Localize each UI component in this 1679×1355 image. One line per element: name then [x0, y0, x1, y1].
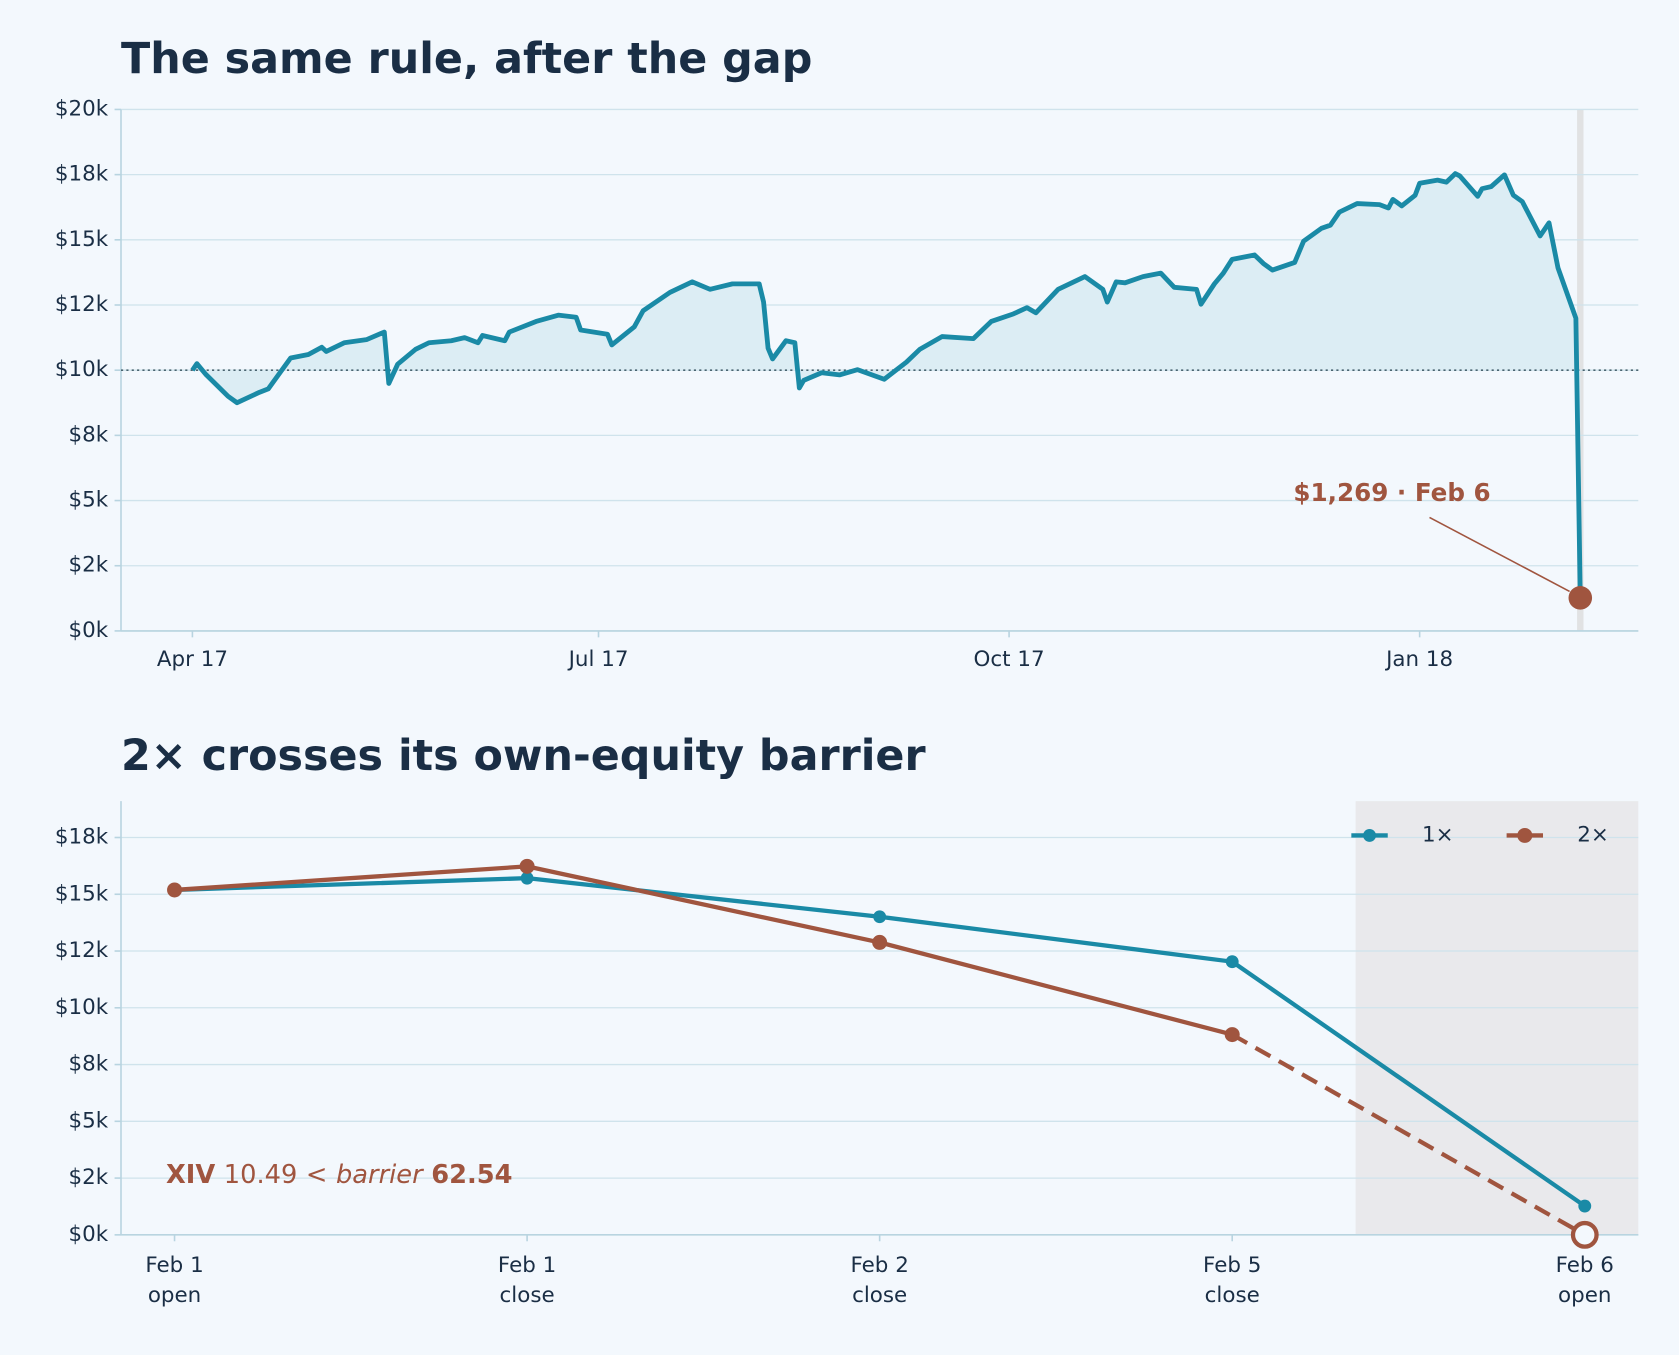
y-tick-label: $8k — [69, 422, 109, 447]
x-tick-label: open — [148, 1283, 201, 1308]
x-tick-label: Oct 17 — [974, 647, 1045, 672]
marker — [520, 871, 534, 885]
x-tick-label: close — [1205, 1283, 1260, 1308]
y-tick-label: $0k — [69, 1222, 109, 1247]
legend-label: 1× — [1422, 822, 1454, 847]
y-tick-label: $12k — [55, 292, 109, 317]
marker — [519, 858, 535, 874]
chart-title: The same rule, after the gap — [121, 34, 812, 84]
y-tick-label: $2k — [69, 1165, 109, 1190]
y-tick-label: $0k — [69, 618, 109, 643]
gap-shade — [1355, 801, 1639, 1235]
annotation-leader — [1429, 516, 1570, 593]
y-tick-label: $15k — [55, 227, 109, 252]
marker — [1224, 1027, 1240, 1043]
y-tick-label: $10k — [55, 357, 109, 382]
marker — [1570, 1220, 1599, 1249]
line-dashed — [1231, 1032, 1586, 1237]
legend-marker — [1517, 827, 1533, 843]
y-tick-label: $20k — [55, 96, 109, 121]
x-tick-label: Jul 17 — [567, 647, 629, 672]
area — [192, 173, 1581, 598]
x-tick-label: Feb 1 — [498, 1253, 556, 1278]
y-tick-label: $18k — [55, 162, 109, 187]
end-point — [1568, 586, 1593, 610]
y-tick-label: $10k — [55, 995, 109, 1020]
marker — [1578, 1199, 1592, 1213]
marker — [872, 934, 888, 950]
x-tick-label: Feb 2 — [850, 1253, 908, 1278]
y-tick-label: $18k — [55, 825, 109, 850]
marker — [1225, 955, 1239, 969]
x-tick-label: close — [500, 1283, 555, 1308]
annotation-part: XIV — [166, 1159, 215, 1189]
x-tick-label: Apr 17 — [157, 647, 228, 672]
annotation-part: barrier — [336, 1159, 424, 1189]
annotation: $1,269 · Feb 6 — [1293, 478, 1490, 507]
marker — [873, 910, 887, 924]
y-tick-label: $5k — [69, 488, 109, 513]
annotation-part: 62.54 — [431, 1159, 512, 1189]
annotation: XIV 10.49 < barrier 62.54 — [166, 1159, 513, 1189]
annotation-part: 10.49 — [224, 1159, 298, 1189]
x-tick-label: close — [852, 1283, 907, 1308]
legend-marker — [1363, 829, 1376, 842]
x-tick-label: open — [1558, 1283, 1611, 1308]
line — [174, 864, 1233, 1037]
y-tick-label: $8k — [69, 1052, 109, 1077]
y-tick-label: $2k — [69, 553, 109, 578]
chart-title: 2× crosses its own-equity barrier — [121, 731, 926, 781]
x-tick-label: Feb 6 — [1556, 1253, 1614, 1278]
y-tick-label: $15k — [55, 881, 109, 906]
y-tick-label: $12k — [55, 938, 109, 963]
x-tick-label: Feb 5 — [1203, 1253, 1261, 1278]
annotation-part: < — [306, 1159, 328, 1189]
marker — [167, 882, 183, 898]
line — [190, 171, 1583, 598]
x-tick-label: Jan 18 — [1384, 647, 1453, 672]
x-tick-label: Feb 1 — [145, 1253, 203, 1278]
y-tick-label: $5k — [69, 1108, 109, 1133]
legend-label: 2× — [1577, 822, 1609, 847]
